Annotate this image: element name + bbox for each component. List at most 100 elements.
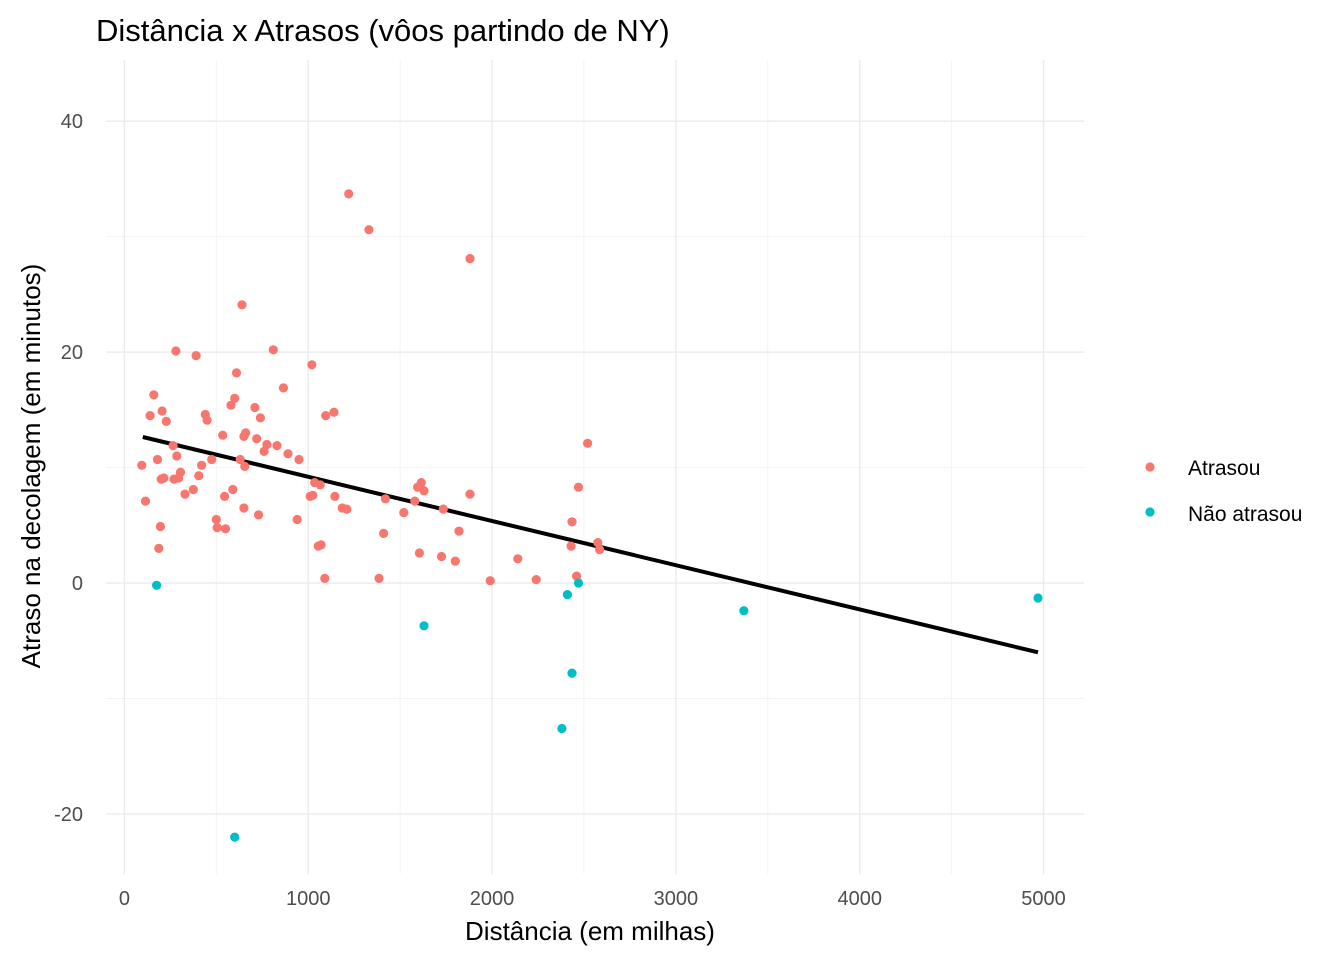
data-point <box>240 461 250 471</box>
data-point <box>315 480 325 490</box>
data-point <box>202 415 212 425</box>
x-tick-label: 2000 <box>470 888 515 910</box>
data-point <box>254 510 264 520</box>
x-tick-label: 4000 <box>837 888 882 910</box>
data-point <box>255 413 265 423</box>
legend-key-atrasou <box>1145 462 1155 472</box>
data-point <box>562 590 573 600</box>
data-point <box>239 503 249 513</box>
data-point <box>218 430 228 440</box>
data-point <box>268 345 278 355</box>
data-point <box>226 400 236 410</box>
data-point <box>250 402 260 413</box>
data-point <box>342 504 352 514</box>
axis-ticks: 0 1000 2000 3000 4000 5000 -20 0 20 40 <box>54 111 1066 910</box>
data-point <box>410 496 420 506</box>
data-point <box>416 478 426 488</box>
data-point <box>137 460 147 470</box>
data-point <box>152 580 162 590</box>
data-point <box>419 621 429 631</box>
data-point <box>414 548 424 558</box>
data-point <box>252 434 262 444</box>
data-point <box>272 441 282 451</box>
data-point <box>380 494 390 504</box>
data-point <box>436 551 447 562</box>
data-point <box>235 454 245 465</box>
y-tick-label: -20 <box>54 804 83 826</box>
data-point <box>140 496 151 506</box>
data-point <box>567 517 577 527</box>
data-point <box>175 467 186 477</box>
data-point <box>321 411 331 421</box>
data-point <box>262 439 272 450</box>
x-tick-label: 3000 <box>654 888 699 910</box>
y-tick-label: 40 <box>61 111 83 133</box>
data-point <box>465 254 475 264</box>
data-point <box>438 504 448 514</box>
data-point <box>168 441 178 451</box>
data-point <box>207 454 217 465</box>
data-point <box>399 507 409 518</box>
trend-line-layer <box>142 435 1039 655</box>
data-point <box>419 486 429 496</box>
data-point <box>320 573 330 584</box>
data-point <box>1033 593 1043 603</box>
data-point <box>197 460 207 470</box>
data-point <box>157 406 167 416</box>
data-point <box>231 368 242 378</box>
data-point <box>159 473 169 483</box>
data-point <box>259 446 269 456</box>
data-point <box>573 482 584 492</box>
data-point <box>172 451 182 461</box>
data-point <box>307 360 317 370</box>
data-point <box>191 351 201 361</box>
trend-line <box>142 435 1039 655</box>
y-tick-label: 0 <box>72 573 83 595</box>
data-point <box>230 832 240 842</box>
data-point <box>211 514 221 525</box>
data-point <box>145 411 155 421</box>
chart-title: Distância x Atrasos (vôos partindo de NY… <box>96 13 670 48</box>
data-point <box>573 578 584 588</box>
legend-label-atrasou: Atrasou <box>1188 457 1260 480</box>
data-point <box>316 540 326 550</box>
data-point <box>329 407 339 417</box>
data-point <box>344 189 354 199</box>
data-point <box>379 528 389 539</box>
data-point <box>278 383 288 393</box>
data-point <box>739 606 749 616</box>
series-nao-atrasou <box>152 578 1043 842</box>
legend-key-nao-atrasou <box>1145 507 1155 517</box>
data-point <box>220 524 231 534</box>
legend: Atrasou Não atrasou <box>1145 457 1302 526</box>
x-tick-label: 5000 <box>1021 888 1066 910</box>
data-point <box>330 491 340 501</box>
data-point <box>595 545 605 555</box>
data-point <box>237 300 247 310</box>
data-point <box>583 438 593 448</box>
data-point <box>171 346 181 356</box>
data-point <box>149 390 159 400</box>
data-point <box>294 454 304 465</box>
data-point <box>194 471 204 481</box>
data-point <box>465 489 475 499</box>
data-point <box>292 514 302 525</box>
y-tick-label: 20 <box>61 342 83 364</box>
data-point <box>308 490 318 500</box>
data-point <box>454 526 464 536</box>
y-axis-title: Atraso na decolagem (em minutos) <box>16 264 46 669</box>
data-point <box>180 489 190 499</box>
data-point <box>155 521 165 532</box>
data-point <box>364 225 374 235</box>
data-point <box>188 484 198 495</box>
data-point <box>513 554 523 564</box>
data-point <box>228 484 238 495</box>
data-point <box>566 541 576 551</box>
data-point <box>161 416 171 426</box>
data-point <box>152 454 163 465</box>
data-point <box>567 668 577 678</box>
legend-label-nao-atrasou: Não atrasou <box>1188 503 1302 526</box>
x-tick-label: 0 <box>119 888 130 910</box>
